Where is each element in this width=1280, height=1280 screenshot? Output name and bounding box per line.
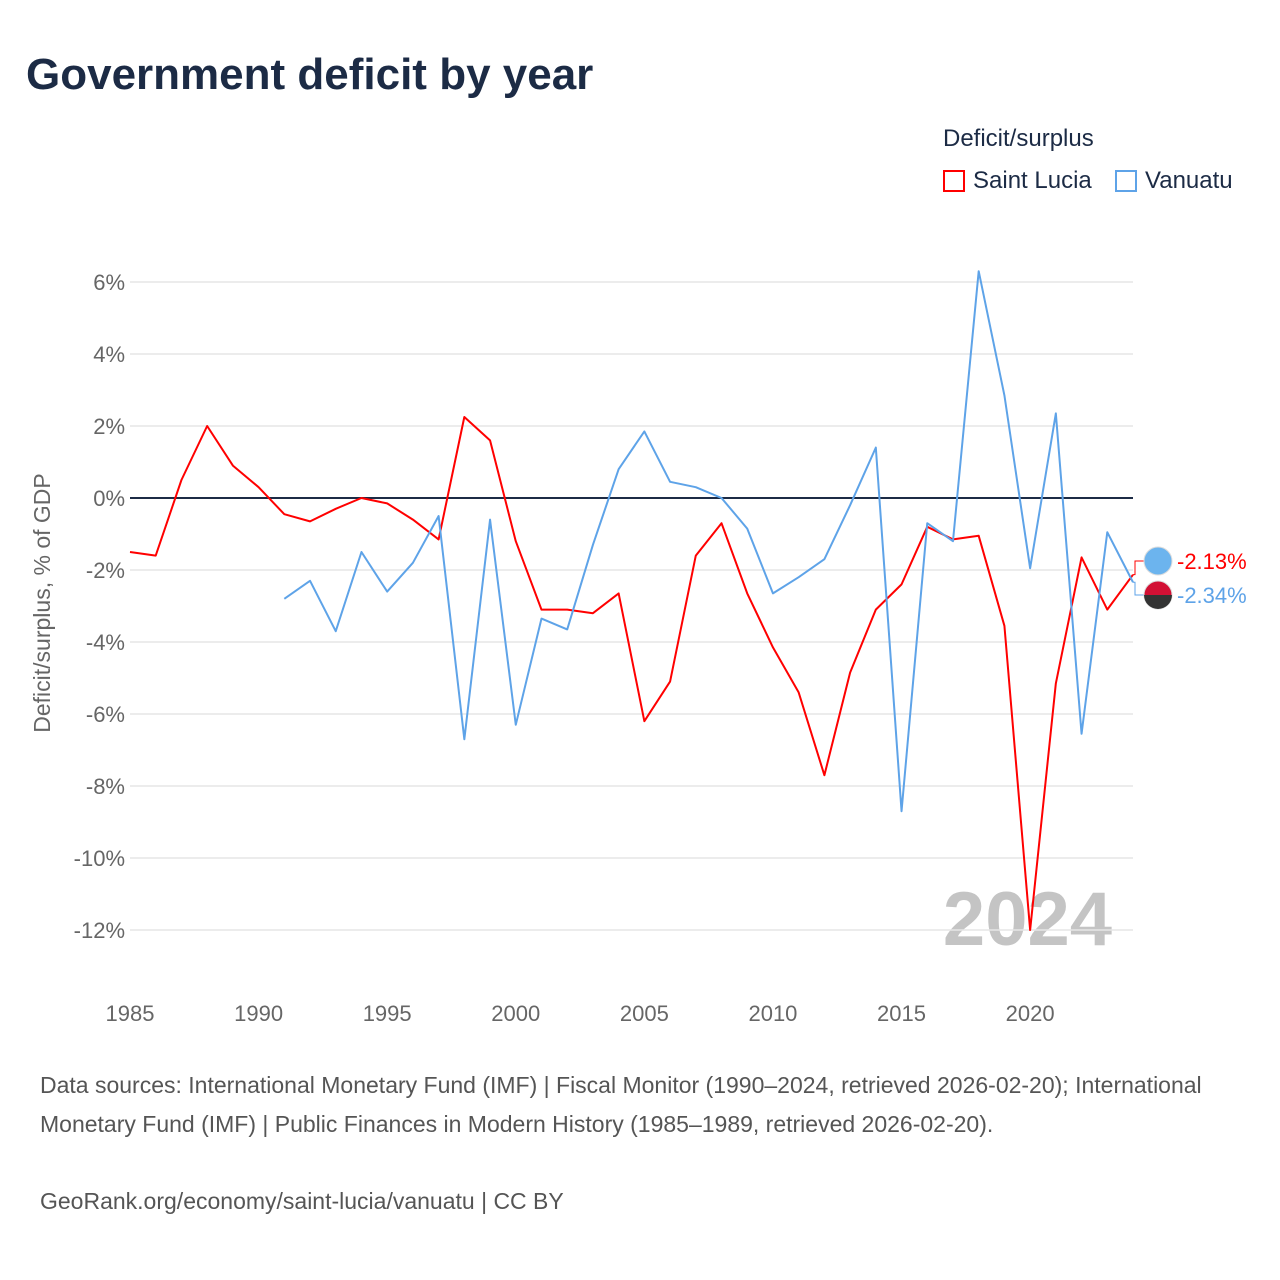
flag-icon-lower <box>1144 595 1172 609</box>
y-tick-label: -10% <box>74 846 125 871</box>
flag-icon <box>1143 546 1173 576</box>
y-tick-label: -2% <box>86 558 125 583</box>
chart-title: Government deficit by year <box>26 50 594 99</box>
x-tick-label: 2005 <box>620 1001 669 1026</box>
x-tick-label: 2010 <box>748 1001 797 1026</box>
y-tick-label: 2% <box>93 414 125 439</box>
x-tick-label: 1985 <box>106 1001 155 1026</box>
y-tick-label: 6% <box>93 270 125 295</box>
x-tick-label: 1995 <box>363 1001 412 1026</box>
y-tick-label: -4% <box>86 630 125 655</box>
end-label-connector <box>1133 581 1145 596</box>
y-axis-label: Deficit/surplus, % of GDP <box>29 473 55 732</box>
end-value-label: -2.13% <box>1177 549 1247 574</box>
legend-item-saint-lucia[interactable]: Saint Lucia <box>943 167 1092 195</box>
end-label-connector <box>1133 560 1145 576</box>
y-tick-label: 4% <box>93 342 125 367</box>
x-tick-label: 2020 <box>1006 1001 1055 1026</box>
x-tick-label: 1990 <box>234 1001 283 1026</box>
y-tick-label: -12% <box>74 918 125 943</box>
legend-item-vanuatu[interactable]: Vanuatu <box>1115 167 1233 195</box>
legend-title: Deficit/surplus <box>943 125 1094 152</box>
legend-swatch <box>1115 170 1137 192</box>
data-sources: Data sources: International Monetary Fun… <box>40 1072 1202 1137</box>
credit-link[interactable]: GeoRank.org/economy/saint-lucia/vanuatu … <box>40 1188 564 1214</box>
y-tick-label: -8% <box>86 774 125 799</box>
series-line-vanuatu <box>283 270 1134 813</box>
legend-label: Vanuatu <box>1145 167 1233 194</box>
end-value-label: -2.34% <box>1177 583 1247 608</box>
y-tick-label: -6% <box>86 702 125 727</box>
legend-swatch <box>943 170 965 192</box>
y-tick-label: 0% <box>93 486 125 511</box>
x-tick-label: 2000 <box>491 1001 540 1026</box>
x-tick-label: 2015 <box>877 1001 926 1026</box>
legend-label: Saint Lucia <box>973 167 1092 194</box>
series-line-saint-lucia <box>129 416 1134 931</box>
